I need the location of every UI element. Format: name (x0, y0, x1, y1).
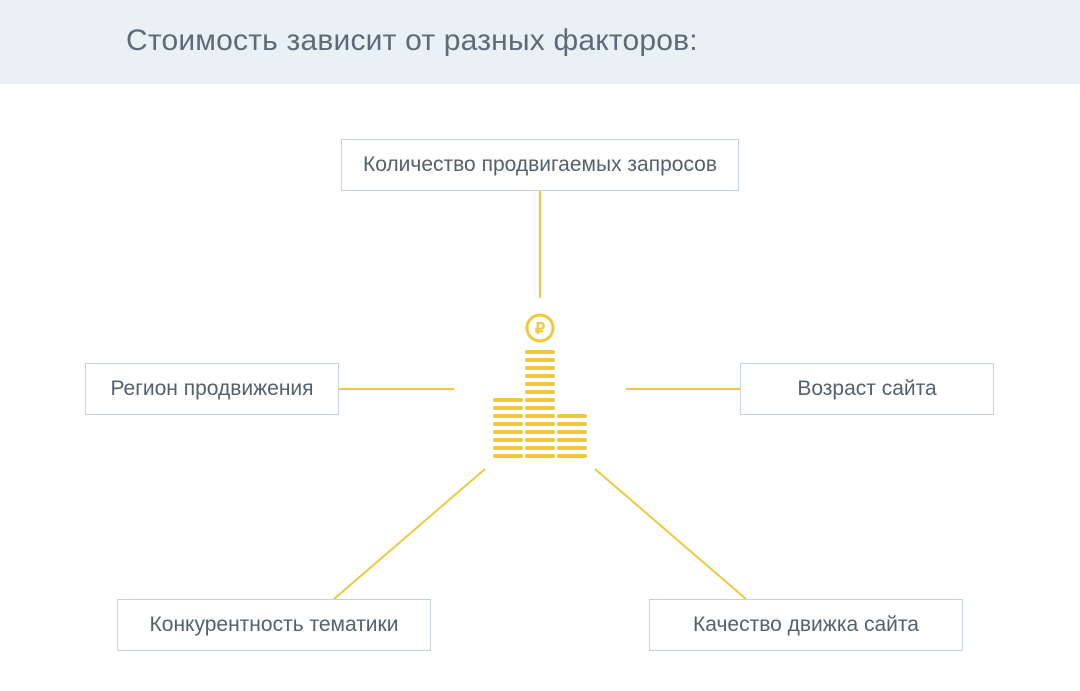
factor-box-top: Количество продвигаемых запросов (341, 139, 739, 191)
factor-box-bottom-left: Конкурентность тематики (117, 599, 431, 651)
page-title-text: Стоимость зависит от разных факторов: (126, 24, 698, 57)
factor-label: Количество продвигаемых запросов (363, 153, 717, 177)
coin-stacks-ruble-icon: ₽ (475, 304, 605, 464)
factor-box-right: Возраст сайта (740, 363, 994, 415)
factor-label: Качество движка сайта (693, 613, 919, 637)
factor-box-bottom-right: Качество движка сайта (649, 599, 963, 651)
factor-label: Возраст сайта (797, 377, 936, 401)
page-title: Стоимость зависит от разных факторов: (0, 0, 1080, 84)
svg-text:₽: ₽ (535, 321, 545, 338)
diagram-canvas: ₽ Количество продвигаемых запросов Регион… (0, 84, 1080, 685)
factor-label: Конкурентность тематики (150, 613, 399, 637)
factor-box-left: Регион продвижения (85, 363, 339, 415)
factor-label: Регион продвижения (110, 377, 313, 401)
